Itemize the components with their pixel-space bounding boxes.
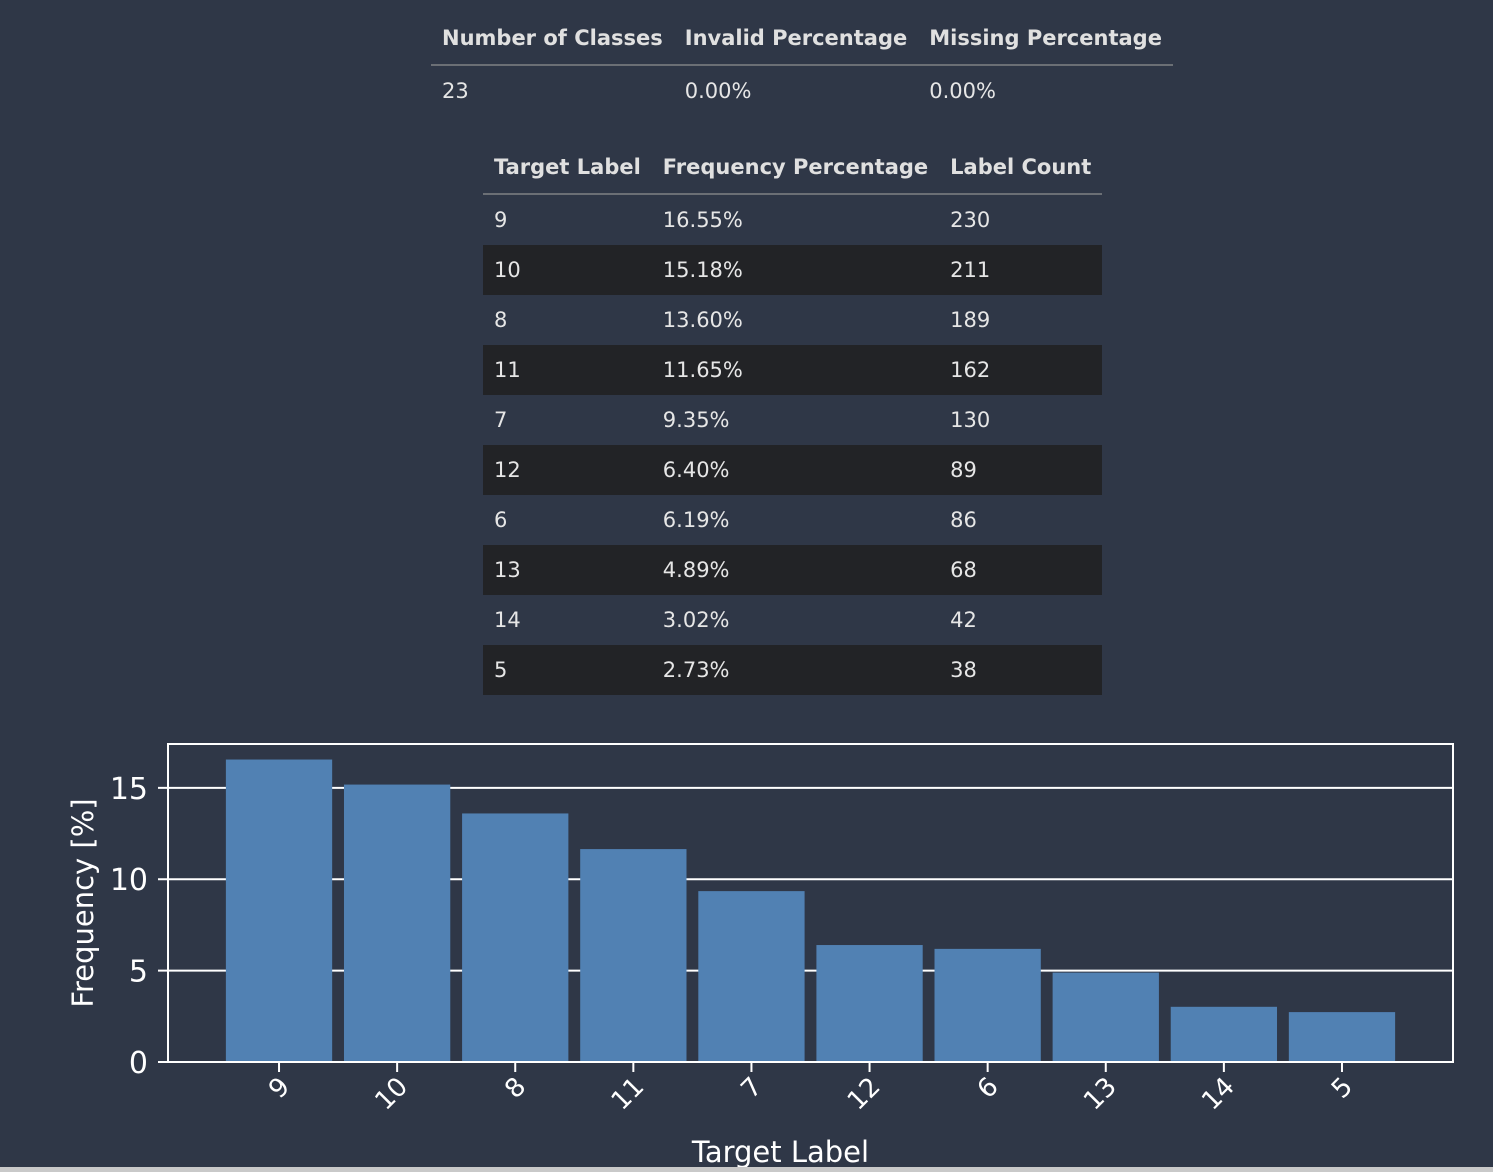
frequency-percentage-cell: 4.89% <box>651 545 940 595</box>
x-tick-label: 6 <box>972 1072 1005 1105</box>
target-label-cell: 6 <box>494 508 508 532</box>
table-row: 14 3.02% 42 <box>483 595 1102 645</box>
label-count-cell: 230 <box>950 208 991 232</box>
header-invalid-percentage: Invalid Percentage <box>673 12 919 66</box>
header-missing-percentage: Missing Percentage <box>918 12 1173 66</box>
x-tick-label: 10 <box>369 1072 414 1117</box>
bar-5 <box>1288 1012 1396 1062</box>
frequency-percentage-cell: 6.40% <box>651 445 940 495</box>
table-row: 6 6.19% 86 <box>483 495 1102 545</box>
target-label-cell: 8 <box>494 308 508 332</box>
y-tick-label: 0 <box>129 1046 148 1081</box>
x-axis-label: Target Label <box>691 1135 869 1169</box>
invalid-percentage: 0.00% <box>684 79 752 103</box>
table-row: 12 6.40% 89 <box>483 445 1103 495</box>
table-row: 8 13.60% 189 <box>483 295 1102 345</box>
frequency-percentage-cell: 13.60% <box>662 308 743 332</box>
summary-table: Number of Classes Invalid Percentage Mis… <box>431 12 1173 116</box>
frequency-percentage-cell: 2.73% <box>651 645 940 695</box>
x-tick-label: 9 <box>263 1072 296 1105</box>
target-label-cell: 9 <box>494 208 508 232</box>
missing-percentage: 0.00% <box>929 79 996 103</box>
plot-frame <box>167 743 1454 1063</box>
target-label-cell: 13 <box>483 545 652 595</box>
summary-row: 23 0.00% 0.00% <box>431 65 1173 116</box>
header-label-count: Label Count <box>939 141 1103 195</box>
table-row: 11 11.65% 162 <box>483 345 1103 395</box>
bar-13 <box>1052 972 1159 1062</box>
bar-11 <box>580 849 687 1062</box>
table-row: 13 4.89% 68 <box>483 545 1103 595</box>
target-label-cell: 7 <box>494 408 508 432</box>
table-row: 9 16.55% 230 <box>483 194 1102 245</box>
bar-6 <box>934 948 1041 1062</box>
header-frequency-percentage: Frequency Percentage <box>651 141 940 195</box>
y-axis-label: Frequency [%] <box>66 798 100 1007</box>
target-label-cell: 10 <box>483 245 652 295</box>
bar-7 <box>698 891 805 1062</box>
frequency-percentage-cell: 3.02% <box>662 608 730 632</box>
label-count-cell: 189 <box>950 308 991 332</box>
frequency-percentage-cell: 16.55% <box>662 208 743 232</box>
frequency-percentage-cell: 11.65% <box>651 345 940 395</box>
number-of-classes: 23 <box>442 79 469 103</box>
bottom-strip <box>0 1167 1493 1172</box>
table-row: 10 15.18% 211 <box>483 245 1103 295</box>
label-count-cell: 89 <box>939 445 1103 495</box>
header-number-of-classes: Number of Classes <box>431 12 674 66</box>
x-tick-label: 12 <box>842 1072 887 1117</box>
label-count-cell: 162 <box>939 345 1103 395</box>
y-tick-label: 5 <box>129 955 148 990</box>
label-count-cell: 86 <box>950 508 977 532</box>
table-row: 7 9.35% 130 <box>483 395 1102 445</box>
target-label-cell: 12 <box>483 445 652 495</box>
x-tick-label: 7 <box>735 1072 768 1105</box>
table-row: 5 2.73% 38 <box>483 645 1103 695</box>
header-target-label: Target Label <box>483 141 652 195</box>
x-tick-label: 14 <box>1196 1072 1241 1117</box>
label-count-cell: 38 <box>939 645 1103 695</box>
frequency-bar-chart: 0 5 10 15 9 10 8 11 7 12 6 13 14 5 Target Label Frequen… <box>66 743 1454 1169</box>
label-count-cell: 211 <box>939 245 1103 295</box>
x-tick-label: 8 <box>499 1072 532 1105</box>
x-tick-label: 11 <box>606 1072 651 1117</box>
label-count-cell: 130 <box>950 408 991 432</box>
bar-10 <box>343 784 451 1062</box>
target-label-cell: 11 <box>483 345 652 395</box>
x-tick-label: 13 <box>1078 1072 1123 1117</box>
frequency-percentage-cell: 6.19% <box>662 508 730 532</box>
bar-8 <box>462 813 569 1062</box>
bar-14 <box>1170 1006 1278 1062</box>
frequency-percentage-cell: 9.35% <box>662 408 730 432</box>
x-tick-label: 5 <box>1326 1072 1359 1105</box>
bar-12 <box>816 945 923 1062</box>
bar-9 <box>225 759 333 1062</box>
y-tick-label: 15 <box>110 772 148 807</box>
y-tick-label: 10 <box>110 863 148 898</box>
label-count-cell: 42 <box>950 608 977 632</box>
target-label-cell: 5 <box>483 645 652 695</box>
frequency-table: Target Label Frequency Percentage Label … <box>483 141 1103 695</box>
frequency-percentage-cell: 15.18% <box>651 245 940 295</box>
label-count-cell: 68 <box>939 545 1103 595</box>
target-label-cell: 14 <box>494 608 521 632</box>
